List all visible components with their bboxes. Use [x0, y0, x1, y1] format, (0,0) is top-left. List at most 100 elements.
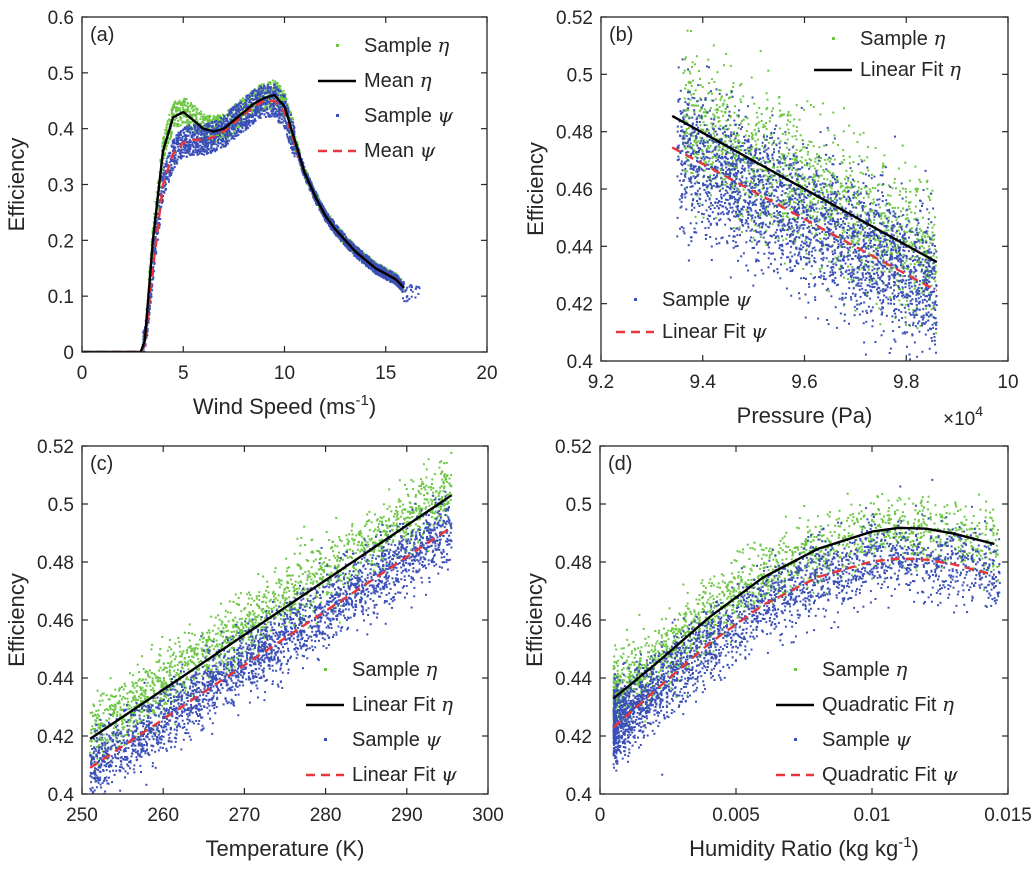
sample-point	[274, 87, 277, 90]
sample-point	[251, 114, 253, 117]
sample-point	[389, 280, 392, 283]
sample-point	[292, 142, 294, 145]
sample-point	[258, 103, 261, 106]
sample-point	[275, 81, 278, 84]
sample-point	[160, 190, 163, 193]
sample-point	[818, 207, 821, 210]
sample-point	[275, 99, 278, 102]
sample-point	[713, 80, 716, 83]
sample-point	[248, 101, 251, 104]
sample-point	[194, 151, 197, 154]
sample-point	[856, 242, 859, 245]
sample-point	[933, 216, 936, 219]
sample-point	[207, 117, 210, 120]
sample-point	[199, 130, 202, 133]
sample-point	[715, 104, 718, 107]
sample-point	[213, 141, 216, 144]
sample-point	[154, 231, 157, 234]
sample-point	[228, 124, 231, 127]
sample-point	[233, 130, 235, 133]
sample-point	[320, 205, 323, 207]
sample-point	[264, 107, 267, 110]
sample-point	[184, 152, 187, 154]
sample-point	[372, 262, 375, 265]
sample-point	[393, 273, 396, 276]
sample-point	[286, 135, 289, 138]
sample-point	[176, 162, 179, 165]
sample-point	[711, 78, 713, 81]
sample-point	[178, 136, 181, 139]
sample-point	[202, 132, 205, 135]
sample-point	[339, 240, 342, 243]
sample-point	[194, 126, 196, 129]
sample-point	[186, 126, 189, 128]
sample-point	[152, 252, 155, 254]
sample-point	[765, 108, 768, 111]
sample-point	[164, 175, 167, 178]
sample-point	[905, 231, 908, 234]
sample-point	[176, 138, 179, 141]
sample-point	[842, 130, 845, 133]
sample-point	[696, 141, 698, 144]
sample-point	[747, 194, 750, 197]
sample-point	[760, 161, 763, 164]
sample-point	[267, 81, 270, 84]
sample-point	[182, 145, 185, 148]
sample-point	[397, 285, 400, 288]
sample-point	[170, 130, 173, 133]
sample-point	[197, 146, 199, 149]
sample-point	[293, 125, 295, 128]
sample-point	[177, 139, 180, 142]
sample-point	[245, 102, 248, 105]
sample-point	[384, 275, 387, 278]
sample-point	[365, 264, 367, 267]
sample-point	[383, 277, 386, 280]
x-axis-label: Wind Speed (ms-1)	[193, 392, 376, 419]
sample-point	[354, 253, 357, 256]
sample-point	[162, 174, 165, 177]
sample-point	[191, 144, 194, 147]
sample-point	[181, 120, 184, 123]
sample-point	[356, 250, 359, 253]
sample-point	[264, 103, 267, 106]
sample-point	[217, 114, 220, 117]
sample-point	[391, 274, 394, 277]
sample-point	[243, 106, 246, 108]
sample-point	[177, 107, 180, 110]
sample-point	[235, 113, 238, 116]
sample-point	[265, 111, 268, 114]
sample-point	[239, 104, 242, 107]
sample-point	[204, 118, 207, 121]
sample-point	[161, 177, 163, 179]
sample-point	[206, 115, 209, 118]
sample-point	[811, 181, 814, 184]
sample-point	[189, 132, 192, 135]
sample-point	[269, 87, 272, 90]
sample-point	[174, 156, 177, 159]
sample-point	[164, 173, 167, 176]
sample-point	[741, 142, 744, 144]
sample-point	[222, 135, 225, 138]
sample-point	[170, 144, 173, 147]
sample-point	[274, 89, 277, 92]
sample-point	[159, 207, 162, 210]
sample-point	[225, 114, 228, 117]
sample-point	[289, 121, 292, 123]
sample-point	[331, 229, 334, 231]
sample-point	[211, 132, 214, 134]
sample-point	[241, 100, 244, 103]
sample-point	[683, 69, 686, 72]
sample-point	[288, 110, 291, 112]
sample-point	[826, 178, 829, 181]
sample-point	[357, 247, 360, 250]
sample-point	[189, 146, 192, 149]
sample-point	[232, 125, 235, 128]
sample-point	[167, 164, 170, 167]
sample-point	[191, 142, 194, 145]
sample-point	[260, 104, 263, 107]
sample-point	[180, 134, 183, 136]
y-tick-label: 0.2	[48, 231, 74, 252]
sample-point	[923, 252, 926, 255]
sample-point	[228, 118, 231, 121]
